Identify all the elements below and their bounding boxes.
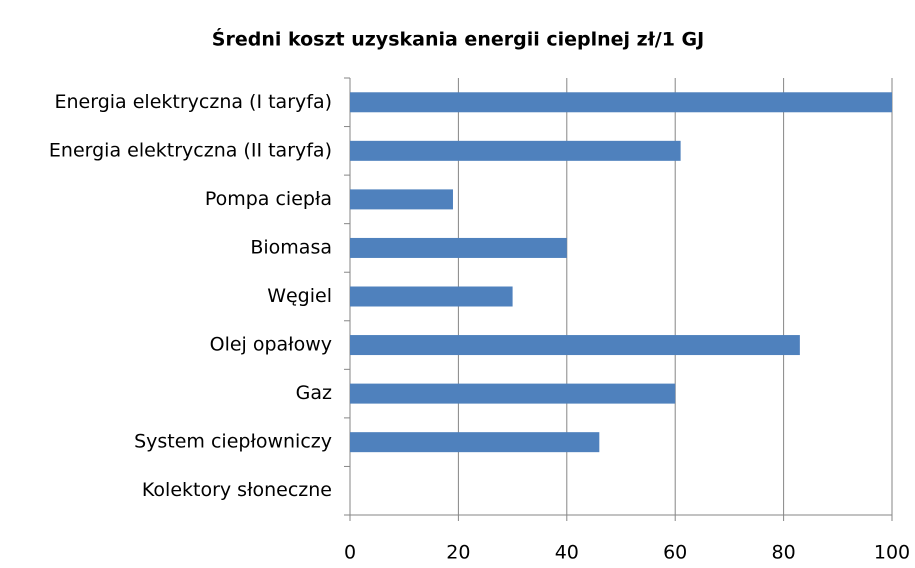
y-tick-label: Gaz (296, 382, 332, 404)
chart-title: Średni koszt uzyskania energii cieplnej … (212, 27, 704, 51)
y-tick-label: Biomasa (250, 236, 332, 258)
bar (350, 383, 676, 404)
bar (350, 140, 681, 161)
bar (350, 237, 567, 258)
y-tick-label: Pompa ciepła (205, 188, 332, 210)
y-tick-label: Energia elektryczna (I taryfa) (55, 91, 333, 113)
x-tick-label: 80 (772, 542, 796, 564)
y-tick-label: Węgiel (267, 285, 332, 307)
x-tick-label: 20 (446, 542, 470, 564)
bar (350, 335, 800, 356)
y-tick-label: Kolektory słoneczne (142, 479, 332, 501)
bar (350, 432, 600, 453)
x-tick-label: 60 (663, 542, 687, 564)
x-tick-label: 40 (555, 542, 579, 564)
bar (350, 189, 453, 210)
y-tick-label: Olej opałowy (210, 334, 332, 356)
x-tick-label: 100 (874, 542, 910, 564)
x-tick-label: 0 (344, 542, 356, 564)
y-tick-label: System ciepłowniczy (134, 431, 332, 453)
y-tick-label: Energia elektryczna (II taryfa) (49, 139, 332, 161)
bar (350, 92, 892, 113)
bar (350, 286, 513, 307)
